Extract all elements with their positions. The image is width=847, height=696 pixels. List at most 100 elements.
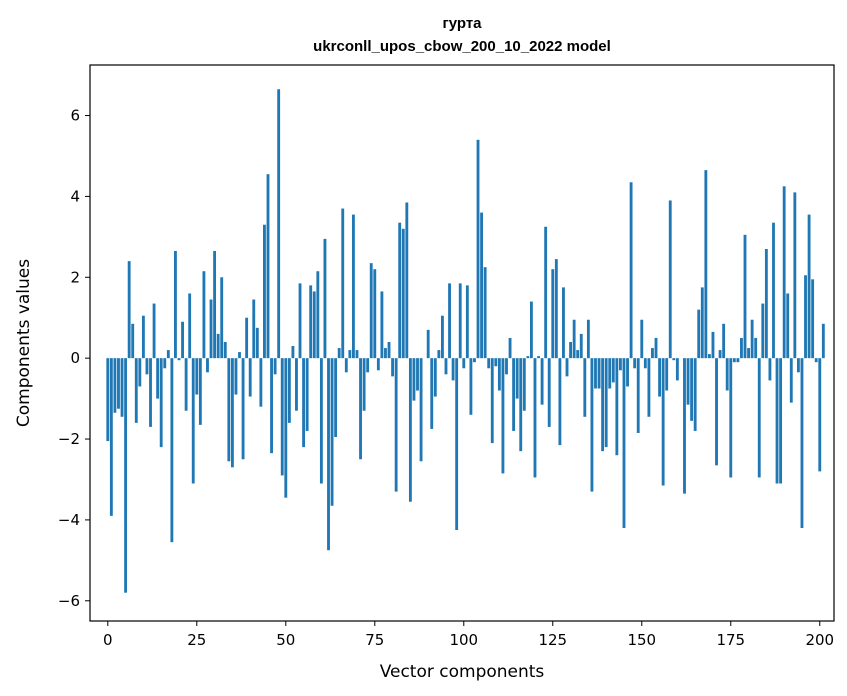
bar-56	[305, 358, 309, 431]
bar-136	[590, 358, 594, 492]
bar-173	[722, 323, 726, 359]
bar-24	[191, 358, 195, 484]
bar-51	[287, 358, 291, 423]
y-tick-label: −2	[58, 430, 80, 448]
bar-82	[398, 222, 402, 359]
bar-28	[206, 358, 209, 373]
bar-134	[583, 358, 587, 417]
bar-72	[362, 358, 366, 411]
bar-43	[259, 358, 263, 407]
bar-160	[675, 358, 679, 381]
bar-167	[700, 287, 704, 359]
x-tick-label: 0	[103, 631, 113, 649]
bar-109	[494, 358, 498, 367]
bar-159	[672, 358, 676, 361]
bar-191	[786, 293, 790, 359]
bar-29	[209, 299, 213, 359]
bar-122	[540, 358, 544, 405]
bar-131	[572, 319, 576, 359]
bar-110	[497, 358, 501, 391]
bar-61	[323, 238, 327, 359]
bar-153	[651, 348, 654, 359]
x-axis-label: Vector components	[380, 662, 545, 682]
bar-116	[519, 358, 523, 452]
bar-9	[138, 358, 142, 387]
bar-6	[127, 261, 131, 359]
x-tick-label: 25	[187, 631, 206, 649]
bar-107	[487, 358, 491, 369]
bar-38	[241, 358, 245, 460]
bar-176	[732, 358, 736, 363]
bar-32	[220, 277, 224, 359]
bar-164	[690, 358, 694, 421]
bar-169	[707, 354, 711, 359]
bar-1	[109, 358, 113, 516]
bar-98	[455, 358, 459, 531]
bar-83	[401, 228, 405, 359]
bar-190	[782, 186, 786, 359]
bar-37	[238, 352, 241, 359]
bar-102	[469, 358, 473, 415]
bar-148	[633, 358, 637, 369]
bar-78	[384, 348, 387, 359]
bar-143	[615, 358, 619, 456]
bar-75	[373, 269, 377, 359]
bar-144	[618, 358, 622, 371]
bar-77	[380, 291, 384, 359]
bar-39	[245, 317, 249, 359]
bar-114	[512, 358, 516, 431]
bar-15	[159, 358, 163, 448]
bar-47	[273, 358, 277, 375]
bar-8	[134, 358, 138, 423]
bar-44	[263, 224, 266, 359]
bar-68	[348, 350, 352, 359]
bar-30	[213, 251, 217, 359]
bar-103	[473, 358, 476, 363]
bar-118	[526, 356, 530, 359]
bar-99	[458, 283, 462, 359]
bar-151	[643, 358, 647, 369]
y-axis-ticks: −6 −4 −2 0 2 4 6	[58, 107, 90, 610]
bar-105	[480, 212, 484, 359]
bar-156	[661, 358, 665, 486]
bar-74	[369, 263, 373, 359]
bar-137	[594, 358, 597, 389]
bar-174	[725, 358, 729, 391]
bar-138	[597, 358, 601, 389]
bar-125	[551, 269, 555, 359]
bar-20	[177, 358, 181, 361]
bar-145	[622, 358, 626, 528]
y-tick-label: −4	[58, 511, 80, 529]
bar-182	[754, 337, 758, 359]
bar-57	[309, 285, 313, 359]
bar-127	[558, 358, 562, 446]
bar-101	[465, 285, 469, 359]
bar-60	[319, 358, 323, 484]
bar-115	[515, 358, 519, 399]
bar-17	[166, 350, 170, 359]
bar-84	[405, 202, 409, 359]
bar-126	[554, 259, 558, 359]
bar-140	[604, 358, 608, 448]
bar-73	[366, 358, 370, 373]
bar-90	[426, 329, 430, 359]
bar-170	[711, 331, 715, 359]
bar-67	[344, 358, 348, 373]
bar-155	[658, 358, 661, 397]
bar-64	[334, 358, 338, 438]
bar-186	[768, 358, 772, 381]
bar-70	[355, 350, 359, 359]
bar-166	[697, 309, 701, 359]
bars-group	[106, 89, 825, 593]
bar-88	[419, 358, 423, 462]
bar-163	[686, 358, 690, 405]
bar-113	[508, 337, 512, 359]
chart-title-line2: ukrconll_upos_cbow_200_10_2022 model	[313, 38, 611, 55]
bar-199	[814, 358, 818, 363]
bar-76	[376, 358, 380, 371]
bar-10	[141, 315, 145, 359]
bar-36	[234, 358, 238, 395]
bar-121	[537, 356, 540, 359]
bar-85	[408, 358, 412, 502]
